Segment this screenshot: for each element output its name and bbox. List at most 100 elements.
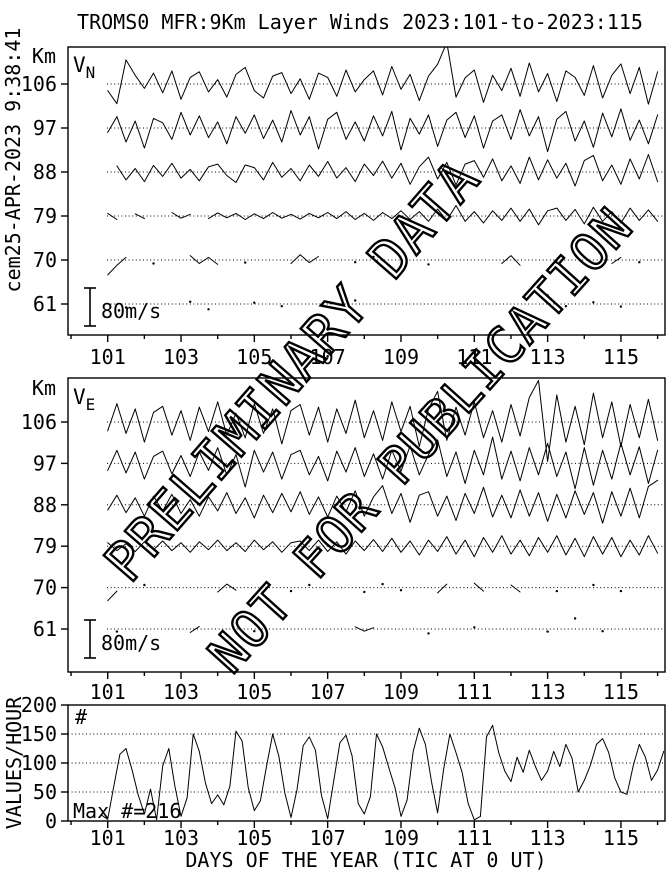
data-point-dot <box>289 589 293 593</box>
data-point-dot <box>280 305 283 308</box>
chart-dynamic-layer: 106 97 88 79 70 61 101 103 105 107 109 111 113 115 106… <box>21 47 665 850</box>
vn-altitude-label: 106 <box>21 72 57 96</box>
data-point-dot <box>143 583 146 587</box>
ve-altitude-label: 61 <box>33 617 57 641</box>
data-trace <box>501 255 521 266</box>
data-point-dot <box>244 261 247 264</box>
panel-counts-border <box>67 704 666 822</box>
ve-altitude-label: 70 <box>33 576 57 600</box>
vn-panel-label: VN <box>73 53 95 82</box>
counts-x-tick-label: 105 <box>236 826 272 850</box>
data-trace <box>189 255 219 265</box>
ve-x-tick-label: 101 <box>90 680 126 704</box>
ve-x-tick-label: 103 <box>163 680 199 704</box>
counts-x-tick-label: 111 <box>456 826 492 850</box>
data-trace <box>437 583 448 594</box>
vn-altitude-label: 97 <box>33 116 57 140</box>
data-point-dot <box>473 626 476 629</box>
ve-altitude-label: 106 <box>21 410 57 434</box>
counts-x-tick-label: 115 <box>603 826 639 850</box>
ve-x-tick-label: 113 <box>530 680 566 704</box>
data-point-dot <box>592 301 595 304</box>
vn-x-tick-label: 105 <box>236 345 272 369</box>
counts-corner-symbol: # <box>75 705 87 729</box>
data-point-dot <box>619 589 623 593</box>
ve-x-tick-label: 105 <box>236 680 272 704</box>
data-trace <box>107 479 659 524</box>
ve-altitude-label: 88 <box>33 493 57 517</box>
data-trace <box>116 154 659 187</box>
data-point-dot <box>124 306 128 309</box>
data-point-dot <box>546 630 549 633</box>
vn-data-layer <box>107 47 659 311</box>
page-title: TROMS0 MFR:9Km Layer Winds 2023:101-to-2… <box>77 10 643 34</box>
ve-scale-bar-label: 80m/s <box>101 631 161 655</box>
counts-x-tick-label: 113 <box>530 826 566 850</box>
data-point-dot <box>592 583 595 587</box>
counts-y-tick-label: 150 <box>21 722 57 746</box>
data-trace <box>611 256 622 264</box>
data-trace <box>473 582 484 592</box>
data-point-dot <box>564 305 568 308</box>
data-point-dot <box>573 617 577 620</box>
vn-x-tick-label: 101 <box>90 345 126 369</box>
data-point-dot <box>638 261 641 264</box>
ve-altitude-label: 79 <box>33 534 57 558</box>
data-trace <box>189 625 200 633</box>
vn-scale-bar: 80m/s <box>84 287 161 327</box>
data-point-dot <box>115 630 119 633</box>
data-trace <box>107 47 659 105</box>
data-trace <box>510 584 521 593</box>
counts-x-tick-label: 101 <box>90 826 126 850</box>
vn-scale-bar-label: 80m/s <box>101 299 161 323</box>
vn-x-tick-label: 103 <box>163 345 199 369</box>
data-trace <box>107 108 659 153</box>
data-trace <box>101 724 665 821</box>
timestamp-label: cem25-APR-2023 9:38:41 <box>1 28 25 293</box>
x-axis-title: DAYS OF THE YEAR (TIC AT 0 UT) <box>185 848 546 872</box>
data-trace <box>107 379 659 462</box>
data-trace <box>107 535 659 558</box>
counts-y-axis-label: VALUES/HOUR <box>2 696 26 829</box>
data-point-dot <box>427 632 430 635</box>
data-point-dot <box>546 294 549 297</box>
vn-x-tick-label: 115 <box>603 345 639 369</box>
vn-altitude-label: 79 <box>33 204 57 228</box>
counts-data-layer <box>101 724 665 821</box>
data-point-dot <box>427 263 430 266</box>
data-trace <box>171 212 191 219</box>
data-point-dot <box>354 299 357 302</box>
counts-x-tick-label: 103 <box>163 826 199 850</box>
counts-y-tick-label: 0 <box>45 809 57 833</box>
counts-x-tick-label: 109 <box>383 826 419 850</box>
ve-x-tick-label: 111 <box>456 680 492 704</box>
ve-scale-bar: 80m/s <box>84 619 161 659</box>
counts-y-tick-label: 100 <box>21 751 57 775</box>
ve-x-tick-label: 115 <box>603 680 639 704</box>
data-point-dot <box>207 308 210 311</box>
ve-altitude-label: 97 <box>33 451 57 475</box>
data-point-dot <box>152 262 155 265</box>
data-point-dot <box>363 590 366 594</box>
ve-data-layer <box>107 379 659 635</box>
counts-y-tick-label: 50 <box>33 780 57 804</box>
data-point-dot <box>354 261 357 264</box>
vn-x-tick-label: 109 <box>383 345 419 369</box>
data-point-dot <box>308 583 311 587</box>
data-trace <box>208 205 659 226</box>
panel-ve-border <box>67 377 666 673</box>
counts-x-tick-label: 107 <box>310 826 346 850</box>
vn-x-tick-label: 111 <box>456 345 492 369</box>
data-trace <box>107 436 659 490</box>
data-trace <box>107 590 118 602</box>
data-point-dot <box>189 300 192 303</box>
data-point-dot <box>555 589 558 593</box>
ve-x-tick-label: 109 <box>383 680 419 704</box>
ve-x-tick-label: 107 <box>310 680 346 704</box>
data-trace <box>107 256 127 276</box>
vn-x-tick-label: 113 <box>530 345 566 369</box>
data-point-dot <box>253 630 256 633</box>
data-point-dot <box>399 589 403 592</box>
